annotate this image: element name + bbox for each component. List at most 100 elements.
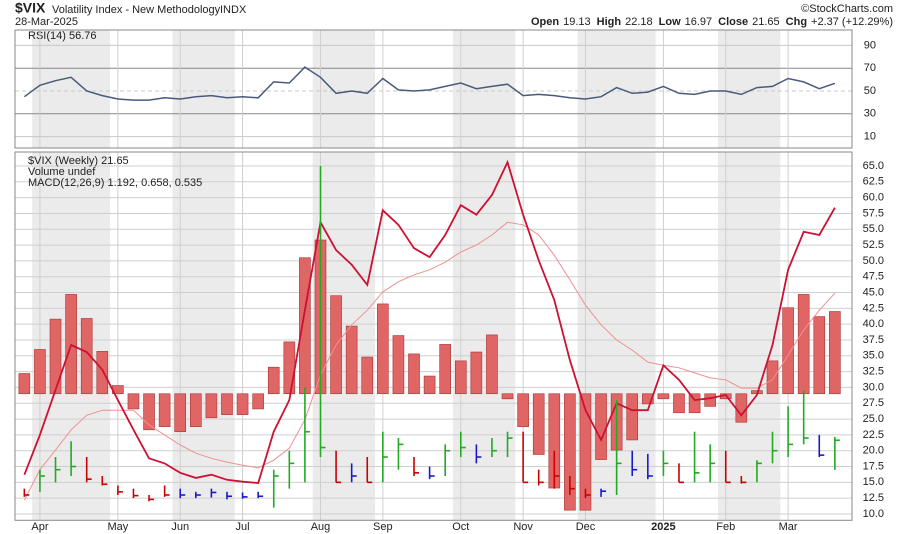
security-name: Volatility Index - New Methodology	[52, 4, 221, 16]
y-tick-label: 32.5	[863, 366, 884, 378]
histogram-bar	[158, 393, 171, 427]
y-tick-label: 27.5	[863, 397, 884, 409]
date: 28-Mar-2025	[15, 16, 78, 28]
histogram-bar	[829, 311, 841, 395]
histogram-bar	[236, 393, 249, 415]
y-tick-label: 25.0	[863, 413, 884, 425]
y-tick-label: 42.5	[863, 302, 884, 314]
histogram-bar	[439, 344, 451, 395]
month-band	[717, 30, 781, 148]
x-tick-label: 2025	[651, 521, 675, 533]
y-tick-label: 30	[864, 108, 876, 120]
histogram-bar	[18, 373, 31, 395]
copyright: ©StockCharts.com	[801, 3, 893, 15]
histogram-bar	[454, 360, 467, 395]
histogram-bar	[361, 356, 374, 395]
histogram-bar	[501, 393, 514, 400]
quote-label: Chg	[786, 16, 807, 28]
histogram-bar	[813, 316, 826, 395]
histogram-bar	[377, 303, 389, 395]
histogram-bar	[221, 393, 233, 415]
month-band	[32, 30, 111, 148]
symbol: $VIX	[15, 0, 46, 16]
histogram-bar	[657, 393, 670, 400]
x-tick-label: Oct	[452, 521, 469, 533]
y-tick-label: 70	[864, 62, 876, 74]
y-tick-label: 57.5	[863, 207, 884, 219]
histogram-bar	[517, 393, 529, 427]
histogram-bar	[174, 393, 187, 433]
y-tick-label: 35.0	[863, 350, 884, 362]
histogram-bar	[532, 393, 545, 455]
histogram-bar	[704, 393, 716, 407]
y-tick-label: 52.5	[863, 239, 884, 251]
histogram-bar	[96, 351, 109, 395]
quote-value: +2.37 (+12.29%)	[811, 16, 893, 28]
x-tick-label: Aug	[311, 521, 331, 533]
y-tick-label: 10	[864, 131, 876, 143]
exchange: INDX	[220, 4, 247, 16]
y-tick-label: 62.5	[863, 176, 884, 188]
rsi-label: RSI(14) 56.76	[28, 30, 96, 42]
x-tick-label: Sep	[373, 521, 393, 533]
histogram-bar	[766, 360, 779, 395]
histogram-bar	[797, 294, 810, 395]
histogram-bar	[49, 318, 62, 395]
month-band	[312, 30, 376, 148]
y-tick-label: 15.0	[863, 476, 884, 488]
month-band	[577, 30, 656, 148]
histogram-bar	[143, 393, 155, 431]
quote-label: Close	[718, 16, 748, 28]
month-band	[172, 152, 235, 521]
quote-label: High	[597, 16, 622, 28]
histogram-bar	[564, 393, 576, 511]
quote-value: 21.65	[752, 16, 780, 28]
histogram-bar	[190, 393, 202, 427]
month-band	[172, 30, 235, 148]
histogram-bar	[283, 341, 296, 395]
histogram-bar	[470, 351, 483, 395]
y-tick-label: 40.0	[863, 318, 884, 330]
quote-label: Low	[659, 16, 681, 28]
y-tick-label: 30.0	[863, 381, 884, 393]
histogram-bar	[688, 393, 701, 414]
y-tick-label: 47.5	[863, 271, 884, 283]
histogram-bar	[486, 334, 498, 395]
histogram-bar	[782, 307, 794, 395]
histogram-bar	[34, 349, 46, 395]
month-band	[452, 152, 516, 521]
y-tick-label: 45.0	[863, 286, 884, 298]
x-tick-label: Jun	[171, 521, 189, 533]
x-tick-label: Apr	[31, 521, 48, 533]
y-tick-label: 50.0	[863, 255, 884, 267]
histogram-bar	[579, 393, 592, 511]
y-tick-label: 65.0	[863, 160, 884, 172]
month-band	[717, 152, 781, 521]
legend-entry: $VIX (Weekly) 21.65	[28, 155, 129, 167]
line	[23, 221, 836, 501]
histogram-bar	[595, 393, 607, 460]
x-tick-label: Dec	[576, 521, 596, 533]
y-tick-label: 50	[864, 85, 876, 97]
quote-value: 16.97	[685, 16, 713, 28]
y-tick-label: 55.0	[863, 223, 884, 235]
x-tick-label: Jul	[236, 521, 250, 533]
histogram-bar	[267, 366, 280, 395]
histogram-bar	[392, 335, 405, 395]
histogram-bar	[80, 318, 93, 395]
x-tick-label: May	[107, 521, 128, 533]
x-tick-label: Mar	[779, 521, 798, 533]
histogram-bar	[626, 393, 639, 441]
panel-border	[14, 151, 853, 521]
histogram-bar	[423, 375, 436, 395]
histogram-bar	[299, 257, 311, 395]
legend-entry: MACD(12,26,9) 1.192, 0.658, 0.535	[28, 177, 202, 189]
y-tick-label: 90	[864, 39, 876, 51]
y-tick-label: 20.0	[863, 445, 884, 457]
histogram-bar	[205, 393, 218, 419]
legend-entry: Volume undef	[28, 166, 96, 178]
panel-border	[14, 29, 853, 149]
histogram-bar	[345, 325, 358, 395]
y-tick-label: 10.0	[863, 508, 884, 520]
